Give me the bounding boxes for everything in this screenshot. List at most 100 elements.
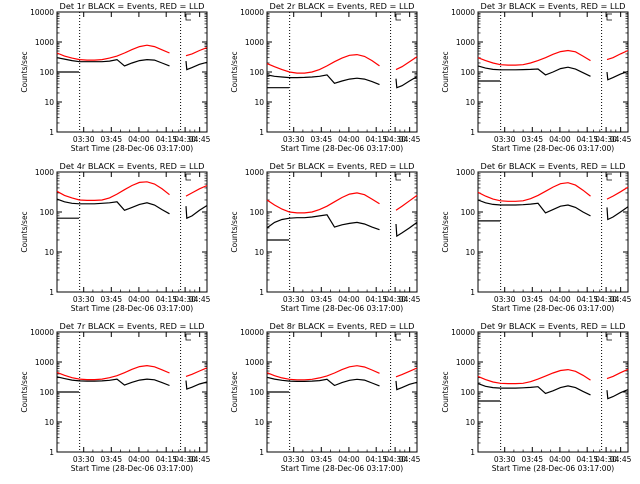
chart-4-x-tick-label: 04:15 xyxy=(155,295,177,304)
chart-8-y-tick-label: 1 xyxy=(259,448,264,457)
chart-8-bracket-marker xyxy=(395,333,401,341)
chart-4-y-axis-label: Counts/sec xyxy=(20,211,29,252)
chart-2-x-tick-label: 04:15 xyxy=(365,135,387,144)
chart-6-panel: Det 6r BLACK = Events, RED = LLD 1 10 100 10… xyxy=(441,161,632,313)
chart-1-y-tick-label: 100 xyxy=(40,68,55,77)
chart-7-panel: Det 7r BLACK = Events, RED = LLD 1 10 100 10… xyxy=(20,321,211,473)
chart-4-events-series-line xyxy=(185,204,208,220)
chart-9-lld-series-line xyxy=(477,368,591,385)
chart-7-lld-series-line xyxy=(185,367,208,377)
chart-8-y-tick-label: 100 xyxy=(250,388,265,397)
chart-3-x-tick-label: 04:00 xyxy=(549,135,571,144)
chart-5-events-series-line xyxy=(266,214,380,231)
chart-7-title: Det 7r BLACK = Events, RED = LLD xyxy=(60,321,205,331)
chart-6-x-tick-label: 04:45 xyxy=(610,295,632,304)
chart-1-x-tick-label: 03:45 xyxy=(100,135,122,144)
chart-7-bracket-marker xyxy=(185,333,191,341)
chart-8-y-tick-label: 10 xyxy=(254,418,264,427)
chart-8-y-tick-label: 1000 xyxy=(245,358,264,367)
chart-6-y-tick-label: 100 xyxy=(461,208,476,217)
chart-9-x-tick-label: 04:45 xyxy=(610,455,632,464)
chart-6-lld-series-line xyxy=(477,182,591,202)
chart-4-lld-series-line xyxy=(185,184,208,197)
chart-6-x-tick-label: 04:00 xyxy=(549,295,571,304)
chart-7-x-axis-label: Start Time (28-Dec-06 03:17:00) xyxy=(71,464,193,473)
chart-7-events-series-line xyxy=(56,376,170,387)
chart-2-y-tick-label: 1000 xyxy=(245,38,264,47)
chart-4-bracket-marker xyxy=(185,173,191,181)
chart-4-lld-series-line xyxy=(56,181,170,201)
chart-4-x-tick-label: 04:30 xyxy=(174,295,196,304)
chart-9-x-axis-label: Start Time (28-Dec-06 03:17:00) xyxy=(492,464,614,473)
chart-4-x-tick-label: 04:00 xyxy=(128,295,150,304)
chart-9-x-tick-label: 04:15 xyxy=(576,455,598,464)
chart-6-plot-frame xyxy=(477,171,629,293)
chart-3-x-tick-label: 04:15 xyxy=(576,135,598,144)
chart-1-y-tick-label: 1000 xyxy=(35,38,54,47)
chart-7-lld-series-line xyxy=(56,364,170,381)
chart-5-y-tick-label: 100 xyxy=(250,208,265,217)
chart-3-y-tick-label: 100 xyxy=(461,68,476,77)
chart-7-y-tick-label: 100 xyxy=(40,388,55,397)
chart-7-y-axis-label: Counts/sec xyxy=(20,371,29,412)
chart-3-lld-series-line xyxy=(606,49,629,61)
chart-3-x-tick-label: 03:30 xyxy=(494,135,516,144)
chart-8-y-axis-label: Counts/sec xyxy=(230,371,239,412)
chart-2-x-tick-label: 03:45 xyxy=(310,135,332,144)
chart-3-y-tick-label: 10000 xyxy=(451,8,475,17)
chart-7-x-tick-label: 04:15 xyxy=(155,455,177,464)
chart-2-events-series-line xyxy=(395,76,418,89)
chart-2-lld-series-line xyxy=(395,56,418,71)
chart-5-title: Det 5r BLACK = Events, RED = LLD xyxy=(270,161,415,171)
chart-8-x-tick-label: 04:30 xyxy=(384,455,406,464)
chart-2-panel: Det 2r BLACK = Events, RED = LLD 1 10 100 10… xyxy=(230,1,421,153)
chart-6-bracket-marker xyxy=(606,173,612,181)
chart-3-x-tick-label: 04:45 xyxy=(610,135,632,144)
chart-9-lld-series-line xyxy=(606,368,629,380)
chart-9-events-series-line xyxy=(606,389,629,400)
chart-1-x-tick-label: 04:45 xyxy=(189,135,211,144)
chart-1-x-tick-label: 04:30 xyxy=(174,135,196,144)
chart-2-y-tick-label: 10000 xyxy=(240,8,264,17)
chart-9-y-tick-label: 100 xyxy=(461,388,476,397)
chart-2-x-tick-label: 04:30 xyxy=(384,135,406,144)
chart-7-y-tick-label: 1 xyxy=(49,448,54,457)
chart-6-y-tick-label: 1000 xyxy=(456,168,475,177)
chart-1-bracket-marker xyxy=(185,13,191,21)
chart-5-x-tick-label: 03:45 xyxy=(310,295,332,304)
chart-3-y-axis-label: Counts/sec xyxy=(441,51,450,92)
chart-5-lld-series-line xyxy=(266,192,380,214)
chart-5-x-tick-label: 03:30 xyxy=(283,295,305,304)
chart-2-x-tick-label: 03:30 xyxy=(283,135,305,144)
chart-7-x-tick-label: 04:45 xyxy=(189,455,211,464)
chart-6-x-tick-label: 03:45 xyxy=(521,295,543,304)
chart-2-title: Det 2r BLACK = Events, RED = LLD xyxy=(270,1,415,11)
chart-2-lld-series-line xyxy=(266,53,380,74)
chart-3-x-tick-label: 04:30 xyxy=(595,135,617,144)
chart-6-x-tick-label: 04:15 xyxy=(576,295,598,304)
chart-9-y-tick-label: 10000 xyxy=(451,328,475,337)
chart-1-y-tick-label: 1 xyxy=(49,128,54,137)
chart-8-x-tick-label: 03:30 xyxy=(283,455,305,464)
chart-1-x-tick-label: 04:00 xyxy=(128,135,150,144)
chart-2-y-tick-label: 1 xyxy=(259,128,264,137)
chart-7-y-tick-label: 10000 xyxy=(30,328,54,337)
chart-5-x-tick-label: 04:00 xyxy=(338,295,360,304)
chart-7-x-tick-label: 04:00 xyxy=(128,455,150,464)
chart-6-y-tick-label: 1 xyxy=(470,288,475,297)
chart-6-title: Det 6r BLACK = Events, RED = LLD xyxy=(481,161,626,171)
chart-5-events-series-line xyxy=(395,221,418,238)
chart-4-x-tick-label: 03:30 xyxy=(73,295,95,304)
chart-6-y-axis-label: Counts/sec xyxy=(441,211,450,252)
chart-7-x-tick-label: 04:30 xyxy=(174,455,196,464)
chart-2-bracket-marker xyxy=(395,13,401,21)
chart-1-x-axis-label: Start Time (28-Dec-06 03:17:00) xyxy=(71,144,193,153)
chart-7-events-series-line xyxy=(185,380,208,390)
chart-9-y-tick-label: 1 xyxy=(470,448,475,457)
chart-4-x-axis-label: Start Time (28-Dec-06 03:17:00) xyxy=(71,304,193,313)
chart-3-x-tick-label: 03:45 xyxy=(521,135,543,144)
chart-8-lld-series-line xyxy=(395,367,418,378)
chart-5-lld-series-line xyxy=(395,194,418,211)
chart-8-y-tick-label: 10000 xyxy=(240,328,264,337)
